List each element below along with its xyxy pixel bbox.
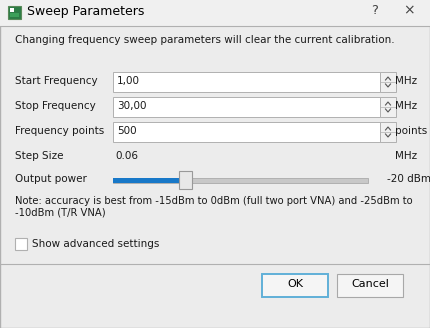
Bar	[179, 171, 192, 189]
Text: Stop Frequency: Stop Frequency	[15, 101, 96, 111]
Bar	[380, 72, 396, 92]
Text: points: points	[395, 126, 427, 136]
Text: MHz: MHz	[395, 151, 417, 161]
Bar	[113, 97, 380, 117]
Bar	[10, 13, 19, 17]
Bar	[10, 8, 14, 12]
Text: ?: ?	[371, 4, 378, 17]
Bar	[15, 238, 27, 250]
Text: ×: ×	[403, 3, 415, 17]
Text: MHz: MHz	[395, 76, 417, 86]
Text: Frequency points: Frequency points	[15, 126, 104, 136]
Text: 30,00: 30,00	[117, 101, 147, 111]
Bar	[337, 274, 403, 297]
Text: Cancel: Cancel	[351, 279, 389, 289]
Text: 1,00: 1,00	[117, 76, 140, 86]
Bar	[113, 72, 380, 92]
Text: OK: OK	[287, 279, 303, 289]
Text: Step Size: Step Size	[15, 151, 64, 161]
Bar	[262, 274, 328, 297]
Text: -20 dBm: -20 dBm	[387, 174, 430, 184]
Text: Output power: Output power	[15, 174, 87, 184]
Bar	[0, 0, 430, 26]
Text: Note: accuracy is best from -15dBm to 0dBm (full two port VNA) and -25dBm to
-10: Note: accuracy is best from -15dBm to 0d…	[15, 196, 413, 217]
Bar	[113, 178, 185, 183]
Text: Sweep Parameters: Sweep Parameters	[27, 5, 144, 18]
Text: 500: 500	[117, 126, 137, 136]
Text: MHz: MHz	[395, 101, 417, 111]
Text: Changing frequency sweep parameters will clear the current calibration.: Changing frequency sweep parameters will…	[15, 35, 395, 45]
Bar	[113, 178, 368, 183]
Bar	[113, 122, 380, 142]
Text: Show advanced settings: Show advanced settings	[32, 239, 160, 249]
Bar	[380, 122, 396, 142]
Text: Start Frequency: Start Frequency	[15, 76, 98, 86]
Text: 0.06: 0.06	[115, 151, 138, 161]
Bar	[380, 97, 396, 117]
Bar	[8, 6, 21, 19]
